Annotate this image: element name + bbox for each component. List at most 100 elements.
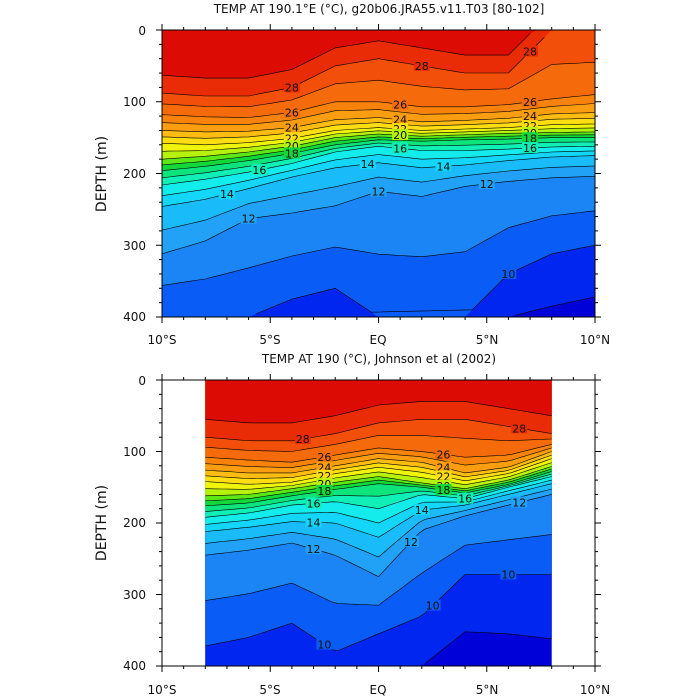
y-tick-label: 300 (123, 239, 146, 253)
contour-label: 12 (242, 213, 256, 226)
isotherm-line (515, 296, 596, 316)
contour-label-bg (392, 123, 409, 135)
contour-label: 16 (252, 164, 266, 177)
contour-label-bg (392, 142, 409, 154)
contour-label-bg (316, 450, 333, 462)
x-tick-label: 5°S (259, 683, 280, 697)
isotherm-line (205, 534, 552, 606)
temperature-fill (205, 380, 552, 666)
contour-label: 16 (523, 142, 537, 155)
contour-label: 28 (296, 433, 310, 446)
contour-label: 10 (501, 568, 515, 581)
isotherm-line (161, 210, 596, 286)
contour-label-bg (413, 504, 430, 516)
isotherm-line (205, 466, 552, 497)
contour-label-bg (402, 535, 419, 547)
x-tick-label: 5°N (476, 333, 499, 347)
isotherm-line (161, 36, 545, 97)
contour-label: 28 (285, 81, 299, 94)
contour-labels: 2828262624242222202018181616141412121210… (294, 422, 528, 652)
isotherm-line (205, 468, 552, 502)
contour-label-bg (392, 98, 409, 110)
contour-label: 18 (285, 147, 299, 160)
y-tick-label: 100 (123, 445, 146, 459)
contour-label: 18 (436, 484, 450, 497)
contour-label-bg (424, 599, 441, 611)
contour-label-bg (435, 484, 452, 496)
contour-label: 14 (436, 160, 450, 173)
contour-label-bg (283, 132, 300, 144)
contour-label-bg (522, 45, 539, 57)
isotherm-line (205, 479, 552, 525)
contour-label-bg (435, 448, 452, 460)
contour-label-bg (522, 120, 539, 132)
x-tick-label: 5°N (476, 683, 499, 697)
y-axis-label: DEPTH (m) (94, 485, 110, 561)
contour-labels: 2828282626262424242222222020201818161616… (218, 45, 539, 281)
contour-label-bg (478, 177, 495, 189)
y-tick-label: 400 (123, 659, 146, 673)
contour-label: 18 (317, 485, 331, 498)
isotherm-line (161, 165, 596, 231)
contour-label-bg (435, 461, 452, 473)
contour-label-bg (413, 59, 430, 71)
panel-title: TEMP AT 190.1°E (°C), g20b06.JRA55.v11.T… (213, 2, 545, 16)
panel-title: TEMP AT 190 (°C), Johnson et al (2002) (261, 352, 496, 366)
temperature-band (162, 30, 595, 79)
isotherm-line (161, 150, 596, 196)
y-tick-label: 300 (123, 588, 146, 602)
contour-label-bg (218, 187, 235, 199)
x-tick-labels: 10°S 5°S EQ 5°N 10°N (148, 333, 611, 347)
contour-label: 12 (404, 536, 418, 549)
temperature-fill (162, 30, 595, 317)
isotherm-line (205, 447, 552, 468)
isotherm-line (205, 444, 552, 463)
isotherm-line (205, 451, 552, 474)
contour-label-bg (522, 110, 539, 122)
contour-label-bg (511, 422, 528, 434)
contour-label: 10 (426, 600, 440, 613)
isotherm-line (161, 33, 531, 79)
contour-label-bg (305, 516, 322, 528)
contour-label-bg (359, 157, 376, 169)
y-tick-label: 200 (123, 516, 146, 530)
contour-label-bg (283, 121, 300, 133)
contour-label-bg (283, 140, 300, 152)
isotherm-line (205, 471, 552, 507)
contour-label-bg (457, 492, 474, 504)
isotherm-line (205, 494, 552, 577)
y-tick-label: 100 (123, 95, 146, 109)
contour-label-bg (522, 132, 539, 144)
contour-label-bg (500, 267, 517, 279)
isotherm-line (205, 473, 552, 512)
contour-label: 14 (220, 188, 234, 201)
y-tick-label: 200 (123, 167, 146, 181)
contour-label-bg (511, 496, 528, 508)
contour-label: 12 (372, 185, 386, 198)
contour-label: 24 (523, 110, 537, 123)
contour-label-bg (316, 638, 333, 650)
x-tick-label: 10°S (148, 333, 177, 347)
contour-label-bg (305, 497, 322, 509)
contour-label-bg (500, 568, 517, 580)
contour-label: 26 (393, 98, 407, 111)
y-tick-labels: 0 100 200 300 400 (123, 374, 146, 673)
x-tick-label: EQ (369, 683, 386, 697)
isotherm-line (205, 483, 552, 538)
y-axis-label: DEPTH (m) (94, 136, 110, 212)
x-tick-label: 10°N (580, 333, 610, 347)
contour-label: 26 (317, 451, 331, 464)
panel-model: TEMP AT 190.1°E (°C), g20b06.JRA55.v11.T… (94, 2, 610, 347)
isotherm-line (205, 435, 552, 452)
x-tick-label: 10°N (580, 683, 610, 697)
contour-label: 10 (501, 268, 515, 281)
contour-label: 26 (436, 448, 450, 461)
contour-label-bg (316, 485, 333, 497)
contour-label-bg (294, 432, 311, 444)
isotherm-line (205, 574, 552, 651)
x-tick-label: 10°S (148, 683, 177, 697)
tick-marks (156, 374, 601, 672)
contour-label-bg (522, 142, 539, 154)
contour-label-bg (370, 185, 387, 197)
panel-observations: TEMP AT 190 (°C), Johnson et al (2002) 2… (94, 352, 610, 697)
